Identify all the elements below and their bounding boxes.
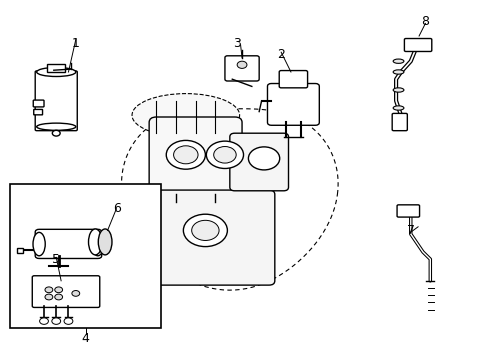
Ellipse shape xyxy=(392,106,403,110)
Circle shape xyxy=(191,220,219,240)
Ellipse shape xyxy=(132,94,239,137)
FancyBboxPatch shape xyxy=(229,133,288,191)
Text: 6: 6 xyxy=(113,202,121,215)
Ellipse shape xyxy=(392,70,403,74)
Ellipse shape xyxy=(392,88,403,92)
FancyBboxPatch shape xyxy=(391,113,407,131)
FancyBboxPatch shape xyxy=(33,100,44,107)
FancyBboxPatch shape xyxy=(279,71,307,88)
Circle shape xyxy=(45,287,53,293)
Ellipse shape xyxy=(33,233,45,256)
Circle shape xyxy=(237,61,246,68)
Circle shape xyxy=(183,214,227,247)
FancyBboxPatch shape xyxy=(404,39,431,51)
Bar xyxy=(47,64,64,72)
Circle shape xyxy=(40,318,48,324)
FancyBboxPatch shape xyxy=(155,190,274,285)
Circle shape xyxy=(52,318,61,324)
Text: 2: 2 xyxy=(277,48,285,60)
Circle shape xyxy=(166,140,205,169)
Ellipse shape xyxy=(392,59,403,63)
Text: 8: 8 xyxy=(421,15,428,28)
Ellipse shape xyxy=(88,229,102,255)
Ellipse shape xyxy=(37,68,76,77)
FancyBboxPatch shape xyxy=(396,205,419,217)
Circle shape xyxy=(52,130,60,136)
Text: 5: 5 xyxy=(52,253,60,266)
FancyBboxPatch shape xyxy=(267,84,319,125)
FancyBboxPatch shape xyxy=(149,117,242,207)
Circle shape xyxy=(64,318,73,324)
FancyBboxPatch shape xyxy=(32,276,100,307)
FancyBboxPatch shape xyxy=(34,109,42,115)
Ellipse shape xyxy=(37,123,76,130)
FancyBboxPatch shape xyxy=(35,71,77,131)
Circle shape xyxy=(173,146,198,164)
Circle shape xyxy=(55,287,62,293)
Circle shape xyxy=(45,294,53,300)
Bar xyxy=(17,248,23,253)
Circle shape xyxy=(206,141,243,168)
Bar xyxy=(10,184,161,328)
FancyBboxPatch shape xyxy=(224,56,259,81)
Text: 3: 3 xyxy=(233,37,241,50)
Circle shape xyxy=(55,294,62,300)
Text: 4: 4 xyxy=(81,332,89,345)
FancyBboxPatch shape xyxy=(35,229,102,258)
Circle shape xyxy=(213,147,236,163)
Ellipse shape xyxy=(98,229,112,255)
Circle shape xyxy=(72,291,80,296)
Text: 1: 1 xyxy=(72,37,80,50)
Circle shape xyxy=(248,147,279,170)
Text: 7: 7 xyxy=(406,224,414,237)
Ellipse shape xyxy=(92,233,104,256)
